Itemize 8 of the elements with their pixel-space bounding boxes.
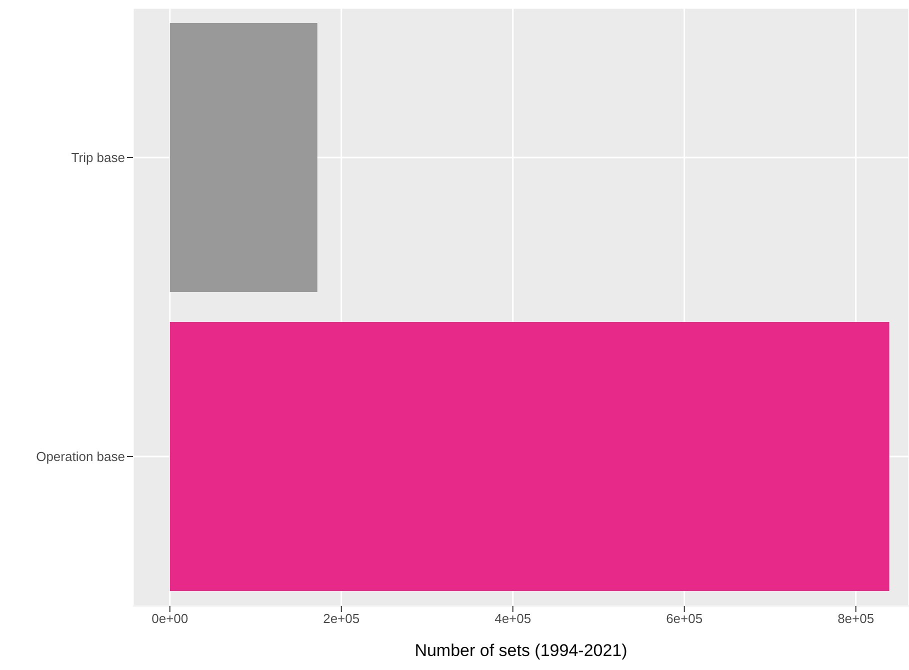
y-tick-label: Operation base (36, 449, 125, 464)
x-tick-label: 8e+05 (838, 611, 874, 626)
x-axis-title: Number of sets (1994-2021) (414, 641, 628, 660)
x-tick-label: 2e+05 (323, 611, 360, 626)
y-tick-label: Trip base (71, 150, 125, 166)
x-tick-label: 6e+05 (666, 611, 703, 626)
x-tick-label: 4e+05 (494, 611, 532, 626)
x-tick-label: 0e+00 (152, 611, 188, 626)
